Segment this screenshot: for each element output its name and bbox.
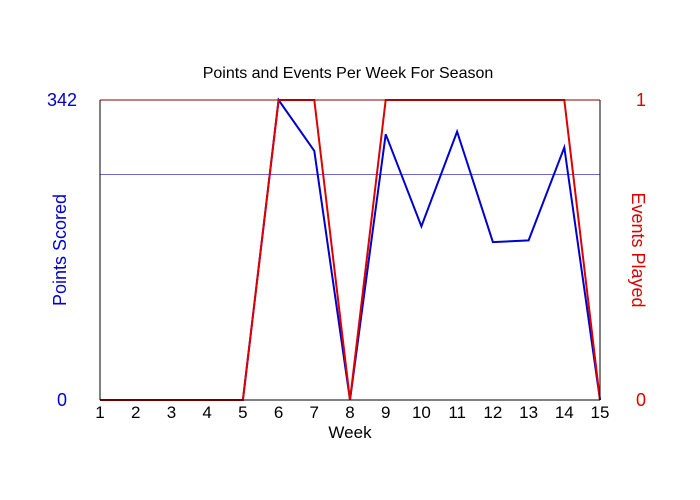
left-axis-label: Points Scored	[50, 194, 70, 306]
plot-area	[99, 97, 601, 401]
x-axis-ticks: 1 2 3 4 5 6 7 8 9 10 11 12 13 14 15	[95, 403, 609, 422]
x-tick-label: 8	[345, 403, 354, 422]
x-tick-label: 15	[591, 403, 610, 422]
x-tick-label: 4	[202, 403, 211, 422]
left-axis-ticks: 342 0	[47, 90, 77, 410]
x-tick-label: 3	[167, 403, 176, 422]
right-tick-label: 0	[636, 390, 646, 410]
x-tick-label: 10	[412, 403, 431, 422]
x-tick-label: 14	[555, 403, 574, 422]
chart-title: Points and Events Per Week For Season	[203, 65, 494, 82]
x-axis-label: Week	[328, 423, 372, 442]
x-tick-label: 7	[310, 403, 319, 422]
right-axis-label: Events Played	[628, 192, 648, 307]
left-tick-label: 0	[57, 390, 67, 410]
x-tick-label: 9	[381, 403, 390, 422]
left-tick-label: 342	[47, 90, 77, 110]
x-tick-label: 2	[131, 403, 140, 422]
x-tick-label: 1	[95, 403, 104, 422]
right-tick-label: 1	[636, 90, 646, 110]
x-tick-label: 13	[519, 403, 538, 422]
x-tick-label: 12	[483, 403, 502, 422]
x-tick-label: 5	[238, 403, 247, 422]
x-tick-label: 6	[274, 403, 283, 422]
x-tick-label: 11	[448, 403, 466, 422]
right-axis-ticks: 10	[636, 90, 646, 410]
